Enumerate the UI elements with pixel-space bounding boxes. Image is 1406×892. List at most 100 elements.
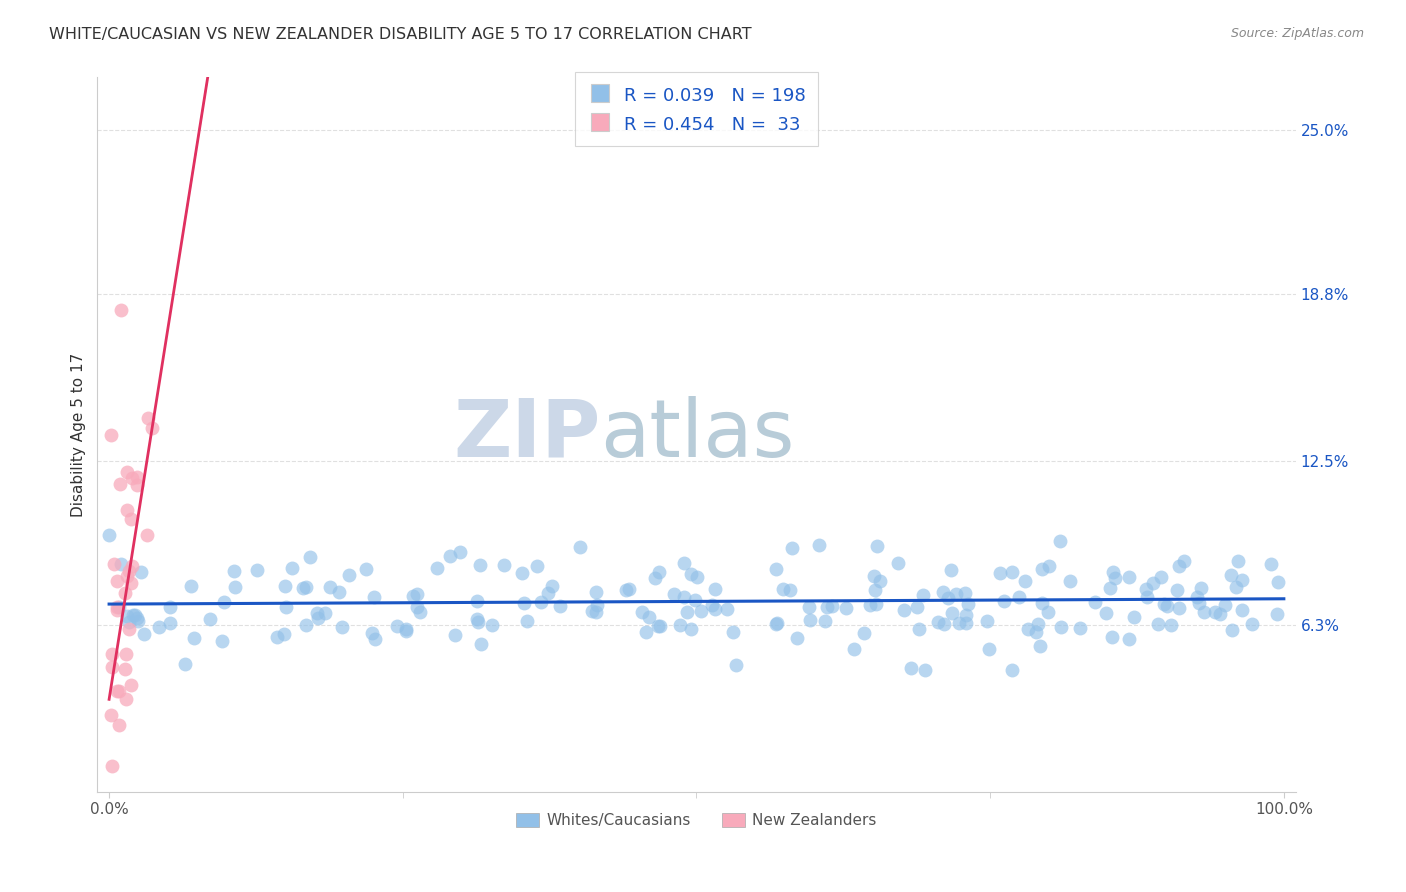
Point <box>1225 580 1247 594</box>
Point <box>100 428 122 442</box>
Point <box>953 586 976 600</box>
Point <box>1142 575 1164 590</box>
Point <box>281 560 304 574</box>
Point <box>1001 566 1024 580</box>
Point <box>159 616 181 631</box>
Point <box>772 582 794 596</box>
Point <box>673 556 696 570</box>
Point <box>1118 569 1140 583</box>
Point <box>307 607 329 621</box>
Point <box>159 599 181 614</box>
Point <box>1166 583 1188 598</box>
Point <box>869 574 891 588</box>
Point <box>941 563 963 577</box>
Point <box>700 599 723 613</box>
Point <box>807 537 830 551</box>
Point <box>117 615 139 630</box>
Point <box>914 663 936 677</box>
Point <box>631 605 654 619</box>
Point <box>100 660 122 674</box>
Point <box>98 528 121 542</box>
Point <box>292 581 315 595</box>
Point <box>120 512 142 526</box>
Point <box>568 540 591 554</box>
Point <box>814 614 837 628</box>
Point <box>686 570 709 584</box>
Point <box>492 558 515 573</box>
Point <box>1241 617 1264 632</box>
Point <box>129 565 152 579</box>
Point <box>121 471 143 485</box>
Point <box>1149 570 1171 584</box>
Point <box>108 599 131 614</box>
Point <box>246 563 269 577</box>
Point <box>614 583 637 598</box>
Point <box>107 684 129 698</box>
Point <box>852 625 875 640</box>
Point <box>1260 558 1282 572</box>
Point <box>1265 607 1288 621</box>
Point <box>1008 591 1031 605</box>
Point <box>1208 607 1230 622</box>
Point <box>1189 581 1212 595</box>
Point <box>1220 623 1243 637</box>
Point <box>224 580 246 594</box>
Point <box>842 642 865 657</box>
Point <box>200 612 222 626</box>
Point <box>100 708 122 723</box>
Point <box>1267 574 1289 589</box>
Point <box>117 564 139 578</box>
Point <box>1025 625 1047 640</box>
Point <box>136 528 159 542</box>
Point <box>585 605 607 619</box>
Point <box>1014 574 1036 589</box>
Point <box>121 559 143 574</box>
Point <box>402 589 425 603</box>
Point <box>865 597 887 611</box>
Point <box>481 617 503 632</box>
Point <box>1095 606 1118 620</box>
Point <box>673 591 696 605</box>
Point <box>905 600 928 615</box>
Point <box>1204 605 1226 619</box>
Point <box>834 600 856 615</box>
Point <box>1050 620 1073 634</box>
Point <box>858 598 880 612</box>
Point <box>364 632 387 646</box>
Point <box>1173 554 1195 568</box>
Point <box>294 580 316 594</box>
Point <box>866 539 889 553</box>
Point <box>548 599 571 613</box>
Point <box>908 622 931 636</box>
Point <box>1187 590 1209 604</box>
Text: ZIP: ZIP <box>453 396 600 474</box>
Point <box>683 592 706 607</box>
Point <box>1188 596 1211 610</box>
Point <box>617 582 640 596</box>
Point <box>1104 571 1126 585</box>
Point <box>274 579 297 593</box>
Point <box>931 585 953 599</box>
Point <box>1031 561 1053 575</box>
Point <box>510 566 533 580</box>
Point <box>911 588 934 602</box>
Point <box>650 618 672 632</box>
Point <box>115 647 138 661</box>
Point <box>274 599 297 614</box>
Point <box>941 606 963 620</box>
Point <box>127 614 149 628</box>
Point <box>957 597 980 611</box>
Point <box>936 591 959 605</box>
Point <box>406 587 429 601</box>
Point <box>1147 617 1170 632</box>
Point <box>108 718 131 732</box>
Point <box>307 611 329 625</box>
Point <box>1168 559 1191 574</box>
Point <box>1213 599 1236 613</box>
Point <box>439 549 461 564</box>
Text: atlas: atlas <box>600 396 794 474</box>
Point <box>360 626 382 640</box>
Point <box>716 602 738 616</box>
Point <box>328 585 350 599</box>
Point <box>173 657 195 671</box>
